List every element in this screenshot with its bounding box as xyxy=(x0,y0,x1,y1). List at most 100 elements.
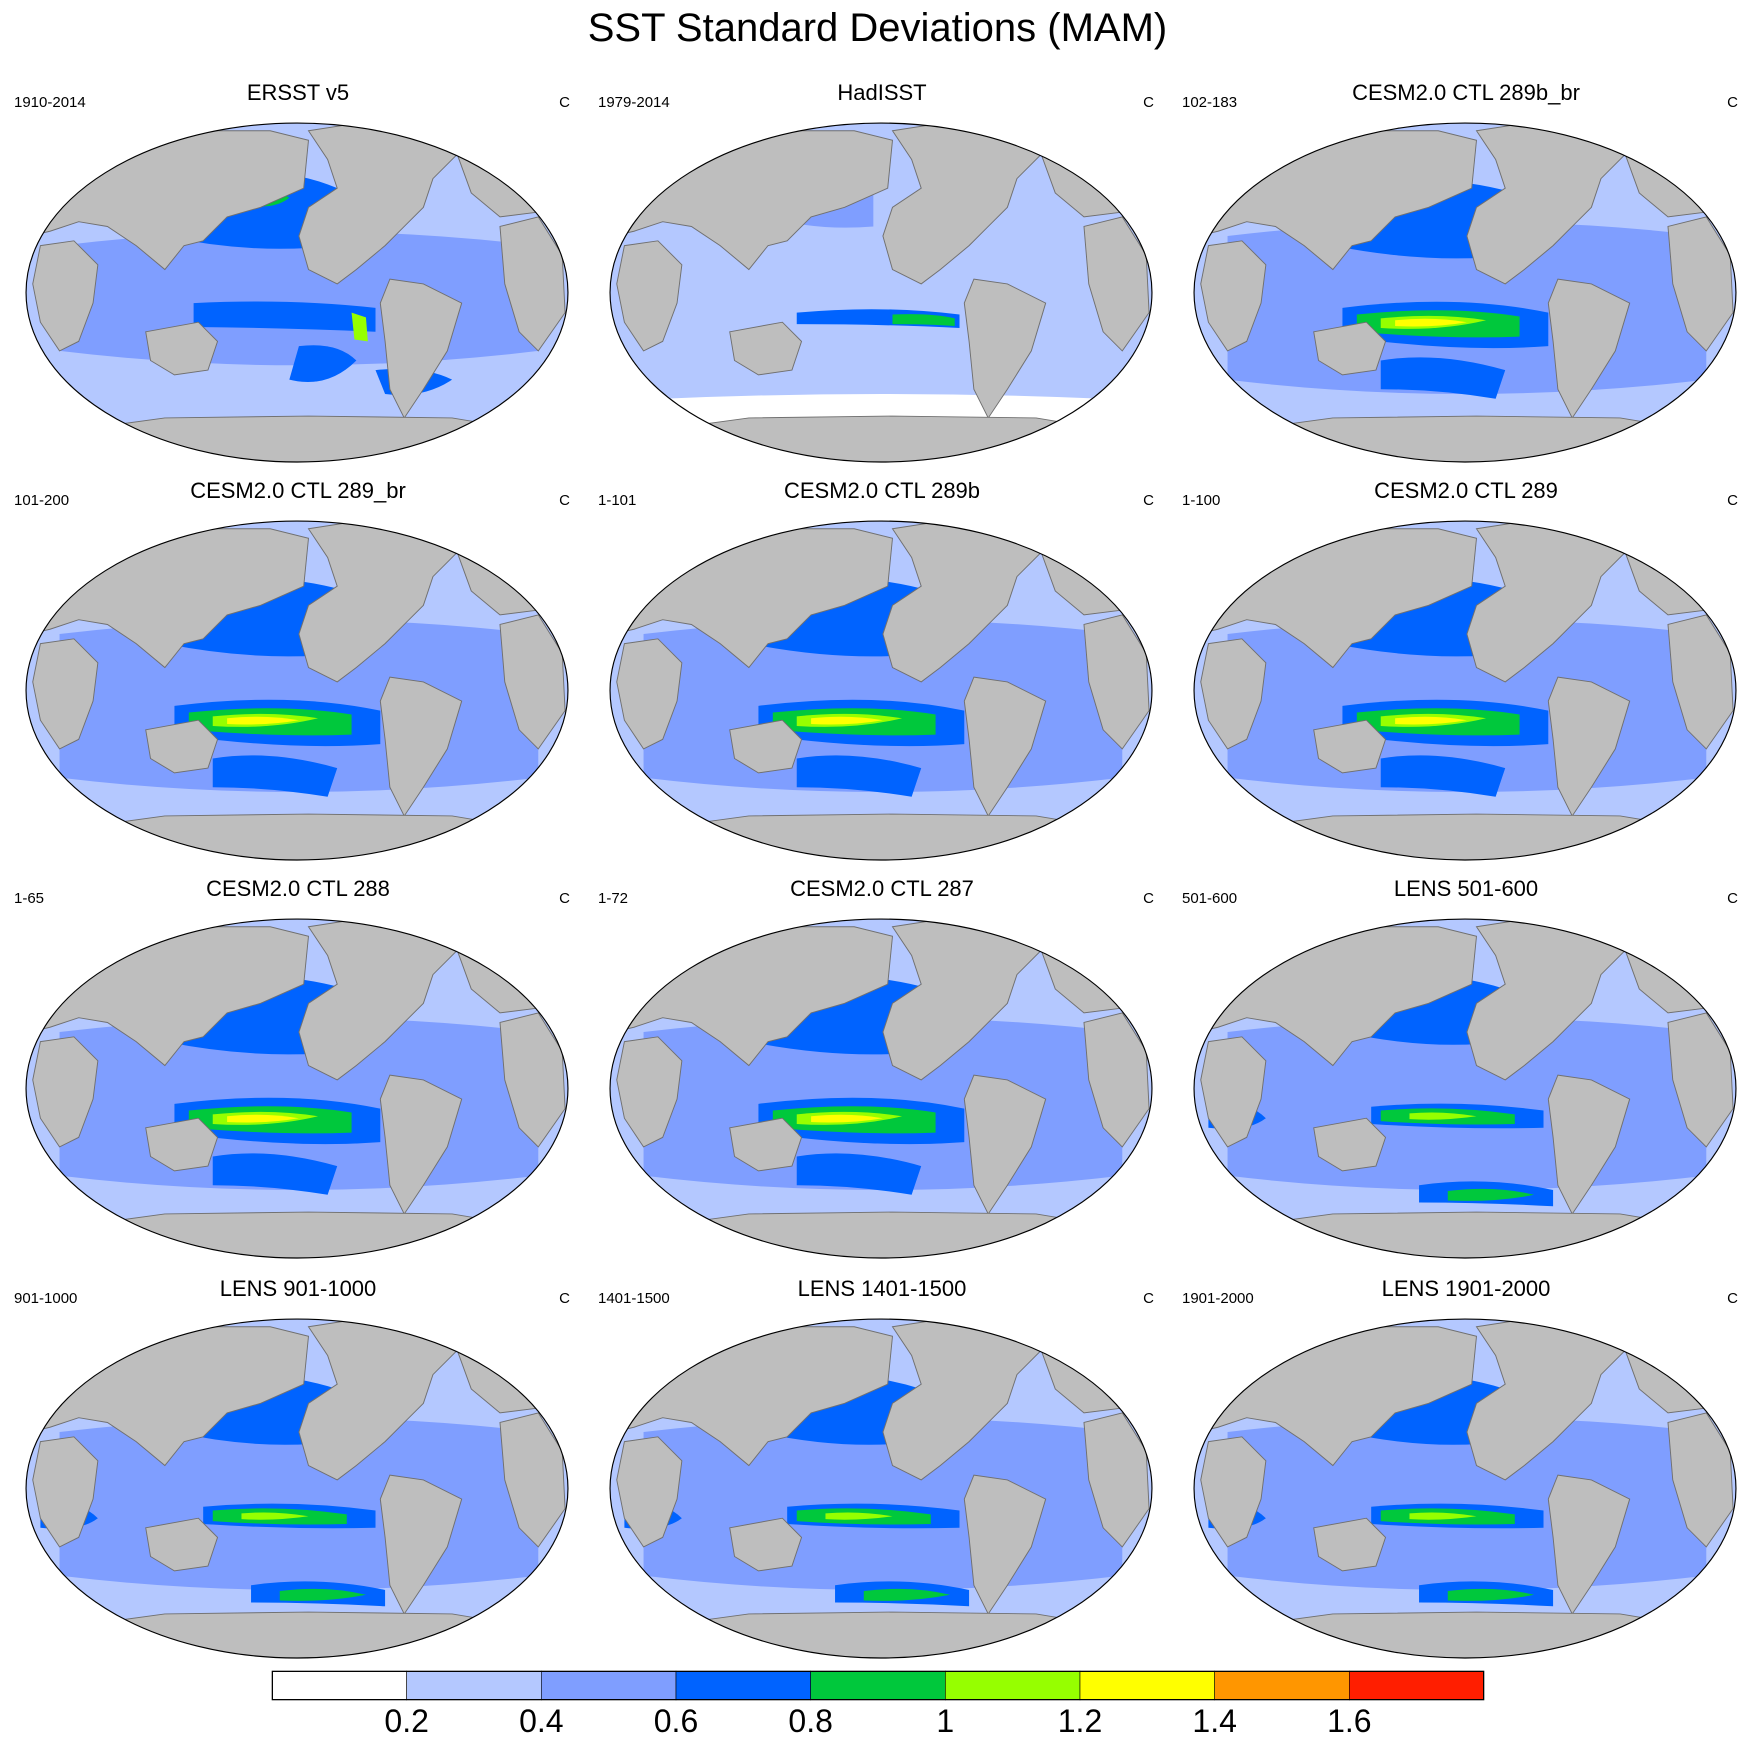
panel-years: 102-183 xyxy=(1182,94,1238,111)
panel-unit: C xyxy=(559,492,570,509)
land-africa xyxy=(1200,1036,1267,1148)
panel-title: ERSST v5 xyxy=(246,80,350,105)
land-africa xyxy=(616,1036,683,1148)
land-antarctica xyxy=(57,813,540,860)
panel-title: CESM2.0 CTL 289 xyxy=(1374,478,1558,503)
map-panel: CESM2.0 CTL 289_br 101-200 C xyxy=(6,478,590,874)
sst-contour-band xyxy=(241,1512,309,1520)
colorbar-tick-label: 1.6 xyxy=(1327,1703,1372,1739)
map-panel: CESM2.0 CTL 289b_br 102-183 C xyxy=(1174,80,1755,476)
land-australia xyxy=(1313,719,1387,774)
world-map xyxy=(25,520,569,861)
panel-years: 101-200 xyxy=(14,492,70,509)
panel-title: HadISST xyxy=(837,80,927,105)
land-africa xyxy=(616,638,683,750)
colorbar-frame xyxy=(272,1671,1484,1700)
colorbar-swatch xyxy=(406,1670,542,1701)
map-border xyxy=(1193,918,1737,1259)
colorbar-swatch xyxy=(1079,1670,1215,1701)
panel-title: CESM2.0 CTL 289_br xyxy=(190,478,406,503)
land-australia xyxy=(145,321,219,376)
land-africa xyxy=(616,1436,683,1548)
map-panel: LENS 1901-2000 1901-2000 C xyxy=(1174,1276,1755,1672)
panel-years: 1-72 xyxy=(598,890,629,907)
land-africaEast xyxy=(499,614,566,750)
panel-title: LENS 1401-1500 xyxy=(797,1276,967,1301)
panel-unit: C xyxy=(1727,492,1738,509)
map-panel: HadISST 1979-2014 C xyxy=(590,80,1174,476)
panel-unit: C xyxy=(1143,492,1154,509)
sst-contour-band xyxy=(1447,1588,1534,1601)
colorbar xyxy=(271,1670,1485,1701)
land-africa xyxy=(32,1036,99,1148)
land-southAmerica xyxy=(963,1074,1047,1215)
sst-contour-band xyxy=(59,231,539,366)
land-africaEast xyxy=(499,1412,566,1548)
land-africaEast xyxy=(1083,216,1150,352)
land-africaEast xyxy=(1667,1412,1734,1548)
colorbar-swatch xyxy=(541,1670,677,1701)
land-africa xyxy=(1200,240,1267,352)
land-antarctica xyxy=(641,813,1124,860)
colorbar-swatch xyxy=(945,1670,1081,1701)
land-africaEast xyxy=(1667,614,1734,750)
panel-years: 1901-2000 xyxy=(1182,1290,1254,1307)
map-border xyxy=(609,122,1153,463)
sst-contour-band xyxy=(796,755,922,797)
map-border xyxy=(25,918,569,1259)
sst-contour-band xyxy=(1395,716,1467,725)
land-australia xyxy=(145,719,219,774)
panel-title: LENS 901-1000 xyxy=(219,1276,377,1301)
map-panel: CESM2.0 CTL 289 1-100 C xyxy=(1174,478,1755,874)
colorbar-tick-label: 1 xyxy=(936,1703,955,1739)
land-africaEast xyxy=(499,216,566,352)
land-southAmerica xyxy=(1547,1474,1631,1615)
panel-title: LENS 501-600 xyxy=(1393,876,1539,901)
land-antarctica xyxy=(57,415,540,462)
colorbar-swatch xyxy=(271,1670,407,1701)
land-australia xyxy=(1313,321,1387,376)
panel-years: 1910-2014 xyxy=(14,94,86,111)
sst-contour-band xyxy=(1395,318,1467,327)
land-antarctica xyxy=(641,1611,1124,1658)
panel-title: CESM2.0 CTL 289b xyxy=(783,478,981,503)
panel-years: 501-600 xyxy=(1182,890,1238,907)
land-southAmerica xyxy=(963,278,1047,419)
map-border xyxy=(1193,122,1737,463)
map-panel: LENS 501-600 501-600 C xyxy=(1174,876,1755,1272)
sst-contour-band xyxy=(289,345,357,383)
figure-title: SST Standard Deviations (MAM) xyxy=(587,6,1168,50)
sst-contour-band xyxy=(212,1153,338,1195)
land-africaEast xyxy=(1667,1012,1734,1148)
sst-contour-band xyxy=(227,1114,299,1123)
land-antarctica xyxy=(1225,1211,1708,1258)
colorbar-labels: 0.2 0.4 0.6 0.8 1 1.2 1.4 1.6 xyxy=(0,1700,1755,1742)
map-border xyxy=(1193,1318,1737,1659)
panel-title: CESM2.0 CTL 288 xyxy=(206,876,390,901)
world-map xyxy=(25,1318,569,1659)
panel-unit: C xyxy=(1727,1290,1738,1307)
map-border xyxy=(25,520,569,861)
panel-years: 1-101 xyxy=(598,492,637,509)
world-map xyxy=(25,122,569,463)
sst-contour-band xyxy=(1447,1188,1534,1201)
sst-contour-band xyxy=(863,1588,950,1601)
colorbar-tick-label: 1.4 xyxy=(1192,1703,1237,1739)
sst-contour-band xyxy=(1380,357,1506,399)
colorbar-swatch xyxy=(675,1670,811,1701)
panel-unit: C xyxy=(559,1290,570,1307)
land-africaEast xyxy=(1083,1412,1150,1548)
panel-years: 1401-1500 xyxy=(598,1290,670,1307)
sst-contour-band xyxy=(193,301,376,332)
sst-contour-band xyxy=(825,1512,893,1520)
panel-unit: C xyxy=(1143,1290,1154,1307)
sst-contour-band xyxy=(279,1588,366,1601)
colorbar-tick-label: 0.8 xyxy=(788,1703,833,1739)
sst-contour-band xyxy=(892,314,955,327)
land-australia xyxy=(729,719,803,774)
land-southAmerica xyxy=(379,278,463,419)
land-antarctica xyxy=(1225,1611,1708,1658)
map-border xyxy=(25,1318,569,1659)
map-border xyxy=(25,122,569,463)
map-panel: CESM2.0 CTL 289b 1-101 C xyxy=(590,478,1174,874)
